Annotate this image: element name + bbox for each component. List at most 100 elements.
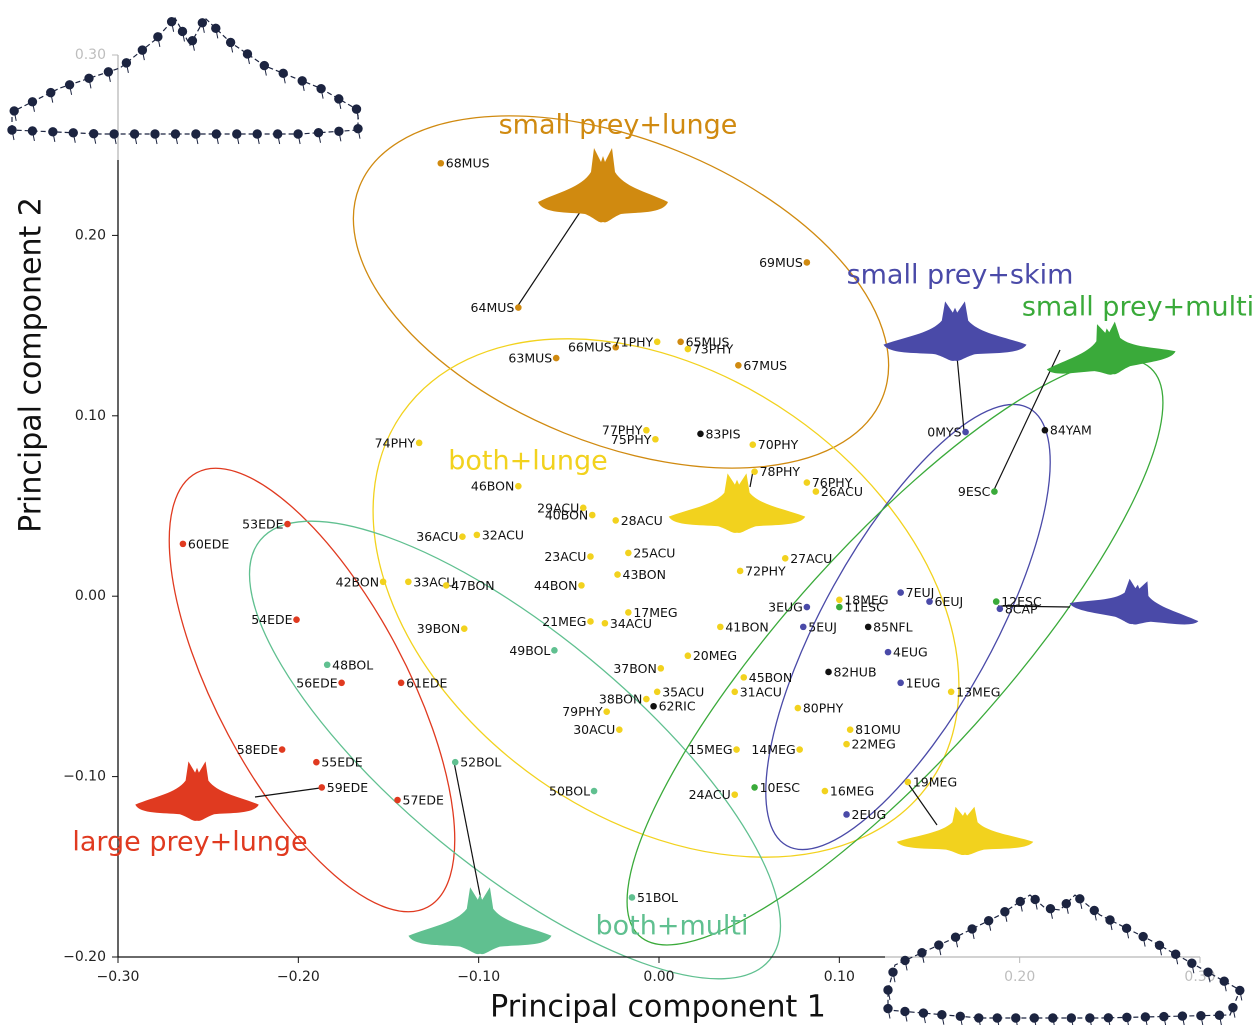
point-label: 56EDE — [296, 675, 337, 690]
landmark — [1178, 1012, 1186, 1020]
point-label: 30ACU — [573, 722, 615, 737]
point-label: 13MEG — [956, 684, 1000, 699]
point — [804, 604, 811, 611]
landmark — [314, 129, 322, 137]
landmark — [889, 968, 897, 976]
landmark — [354, 125, 362, 133]
point — [587, 618, 594, 625]
landmark — [968, 925, 976, 933]
point-label: 63MUS — [508, 351, 552, 366]
point — [614, 571, 621, 578]
point — [553, 355, 560, 362]
point — [652, 436, 659, 443]
point-label: 82HUB — [834, 664, 877, 679]
point — [338, 679, 345, 686]
point-label: 25ACU — [633, 545, 675, 560]
point-label: 17MEG — [633, 605, 677, 620]
point-label: 9ESC — [958, 484, 991, 499]
point-label: 1EUG — [906, 675, 941, 690]
point — [685, 346, 692, 353]
point-label: 22MEG — [852, 737, 896, 752]
point-label: 48BOL — [332, 657, 373, 672]
point — [897, 679, 904, 686]
landmark — [1046, 905, 1054, 913]
point — [284, 521, 291, 528]
landmark — [884, 986, 892, 994]
y-tick-label: −0.10 — [63, 769, 106, 785]
landmark — [1106, 916, 1114, 924]
group-label: small prey+skim — [847, 260, 1074, 291]
point-label: 38BON — [599, 692, 642, 707]
point — [474, 532, 481, 539]
x-tick-label: 0.10 — [824, 969, 855, 985]
point-label: 67MUS — [743, 358, 787, 373]
landmark — [317, 84, 325, 92]
landmark — [233, 130, 241, 138]
landmark — [279, 69, 287, 77]
point — [813, 488, 820, 495]
point-label: 41BON — [725, 619, 768, 634]
point-label: 37BON — [613, 661, 656, 676]
y-tick-label: −0.20 — [63, 949, 106, 965]
point-label: 27ACU — [790, 551, 832, 566]
point — [551, 647, 558, 654]
landmark — [935, 941, 943, 949]
landmark — [47, 88, 55, 96]
point-label: 73PHY — [693, 342, 734, 357]
point — [865, 624, 872, 631]
landmark — [198, 19, 206, 27]
point-label: 3EUG — [768, 600, 803, 615]
landmark — [85, 74, 93, 82]
landmark-panel — [885, 880, 1259, 1025]
point — [735, 362, 742, 369]
point-label: 35ACU — [662, 684, 704, 699]
point-label: 40BON — [545, 508, 588, 523]
landmark — [1188, 959, 1196, 967]
point-label: 57EDE — [403, 793, 444, 808]
landmark — [1160, 1012, 1168, 1020]
landmark — [8, 126, 16, 134]
landmark — [1090, 906, 1098, 914]
point — [591, 788, 598, 795]
silhouette — [409, 887, 552, 954]
point — [398, 679, 405, 686]
point — [843, 741, 850, 748]
point — [836, 604, 843, 611]
point-label: 55EDE — [321, 755, 362, 770]
landmark — [122, 59, 130, 67]
point — [751, 468, 758, 475]
point — [654, 339, 661, 346]
point — [885, 649, 892, 656]
point-label: 84YAM — [1050, 423, 1092, 438]
point — [843, 811, 850, 818]
point — [318, 784, 325, 791]
point-label: 2EUG — [852, 807, 887, 822]
point-label: 14MEG — [751, 742, 795, 757]
point — [602, 620, 609, 627]
landmark — [1104, 1014, 1112, 1022]
point-label: 50BOL — [549, 784, 590, 799]
point — [697, 431, 704, 438]
landmark — [1215, 1011, 1223, 1019]
point-label: 5EUJ — [808, 619, 837, 634]
landmark — [260, 61, 268, 69]
point-label: 85NFL — [873, 619, 912, 634]
landmark — [975, 1014, 983, 1022]
point — [452, 759, 459, 766]
landmark — [138, 46, 146, 54]
point — [731, 791, 738, 798]
point — [685, 652, 692, 659]
landmark — [1236, 986, 1244, 994]
point-label: 12ESC — [1001, 594, 1042, 609]
point-label: 19MEG — [913, 775, 957, 790]
point — [279, 746, 286, 753]
ellipses — [113, 45, 1231, 1025]
point — [416, 440, 423, 447]
group-label: both+multi — [596, 911, 749, 942]
point-label: 70PHY — [758, 437, 799, 452]
point-label: 6EUJ — [935, 594, 964, 609]
point-label: 0MYS — [927, 425, 961, 440]
point — [658, 665, 665, 672]
landmark — [984, 916, 992, 924]
point — [578, 582, 585, 589]
